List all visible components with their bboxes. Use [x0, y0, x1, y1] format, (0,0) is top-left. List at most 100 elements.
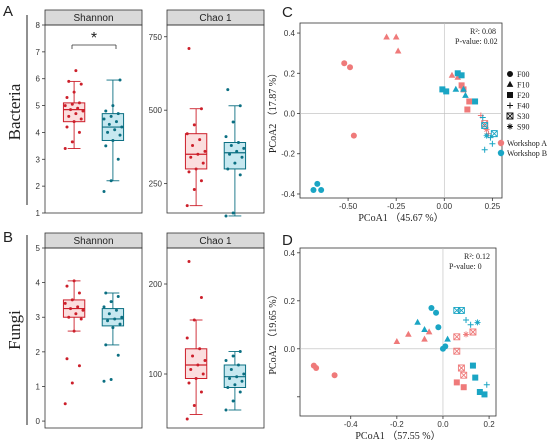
strip-label: Shannon [73, 236, 113, 247]
point-plus [507, 102, 513, 109]
data-point [226, 88, 230, 92]
point-triangle [448, 71, 456, 78]
data-point [238, 390, 242, 394]
point-circle [433, 309, 440, 316]
data-point [118, 133, 122, 137]
data-point [236, 141, 240, 144]
color-legend-label: Workshop B [507, 149, 547, 158]
point-square [466, 98, 473, 105]
y-tick-label: 200 [149, 280, 163, 289]
point-square [464, 106, 471, 113]
data-point [79, 82, 83, 86]
point-triangle [421, 326, 428, 332]
panel-letter-a: A [3, 3, 13, 20]
strip-label: Chao 1 [199, 13, 232, 24]
point-circle [350, 132, 357, 139]
y-tick-label: 0.4 [284, 29, 296, 38]
y-tick-label: 5 [36, 102, 41, 111]
data-point [231, 354, 235, 358]
data-point [201, 372, 205, 376]
data-point [233, 161, 237, 165]
point-triangle [383, 33, 390, 40]
data-point [65, 357, 69, 361]
data-point [231, 399, 235, 403]
data-point [63, 402, 67, 406]
y-tick-label: 500 [149, 106, 163, 115]
data-point [203, 359, 207, 362]
y-tick-label: -0.2 [281, 150, 295, 159]
data-point [109, 179, 113, 183]
panel-b-shannon: Shannon 0 1 2 3 4 5 [36, 232, 143, 429]
y-tick-label: 2 [36, 348, 41, 357]
point-circle [347, 64, 354, 71]
data-point [114, 308, 118, 312]
data-point [191, 354, 195, 358]
x-axis-title: PCoA1 （45.67 %） [358, 212, 443, 224]
data-point [236, 363, 240, 367]
y-tick-label: 4 [36, 279, 41, 288]
data-point [199, 296, 203, 299]
data-point [116, 353, 120, 357]
row-title-bacteria: Bacteria [5, 83, 24, 140]
point-circle [314, 180, 321, 187]
data-point [116, 112, 120, 116]
point-square [454, 70, 461, 77]
data-point [114, 120, 118, 124]
y-tick-label: 7 [36, 48, 41, 57]
data-point [192, 404, 196, 407]
data-point [224, 214, 228, 218]
data-point [224, 135, 228, 139]
data-point [240, 155, 244, 159]
point-triangle [392, 33, 400, 40]
point-triangle [425, 328, 433, 335]
box-iqr [223, 142, 247, 170]
data-point [238, 173, 242, 177]
data-point [65, 125, 69, 129]
y-tick-label: 1 [36, 382, 41, 391]
y-tick-label: 3 [36, 313, 41, 322]
x-tick-label: 0.0 [437, 420, 449, 429]
y-tick-label: 100 [149, 370, 163, 379]
point-square [472, 374, 479, 381]
data-point [229, 143, 233, 147]
y-tick-label: 250 [149, 180, 163, 189]
data-point [203, 149, 207, 153]
data-point [104, 109, 108, 113]
data-point [102, 117, 106, 121]
data-point [192, 188, 196, 191]
data-point [196, 363, 200, 367]
data-point [199, 179, 203, 183]
point-square [458, 72, 465, 79]
data-point [231, 120, 235, 124]
point-star [483, 132, 490, 139]
point-triangle [405, 330, 412, 337]
panel-c-pcoa: -0.50 -0.25 0.00 0.25 -0.4 -0.2 0.0 0.2 0.4 PCoA1… [267, 22, 547, 224]
data-point [113, 128, 117, 132]
data-point [224, 359, 228, 362]
data-point [107, 312, 111, 316]
y-tick-label: 5 [36, 244, 41, 253]
y-tick-label: 0 [36, 417, 41, 426]
data-point [77, 101, 81, 105]
stat-r2: R²: 0.08 [470, 27, 496, 36]
data-point [189, 368, 193, 371]
point-star [463, 331, 470, 338]
point-triangle [444, 335, 451, 342]
color-legend-label: Workshop A [507, 139, 547, 148]
point-circle [507, 71, 513, 77]
point-square [443, 88, 450, 95]
data-point [81, 308, 85, 312]
data-point [199, 390, 203, 394]
y-tick-label: 0.4 [284, 249, 296, 258]
data-point [72, 329, 76, 333]
panel-letter-b: B [3, 229, 13, 246]
data-point [242, 372, 246, 376]
x-tick-label: -0.4 [344, 420, 358, 429]
x-tick-label: 0.00 [436, 202, 452, 211]
data-point [198, 347, 202, 351]
shape-legend-label: F00 [517, 70, 529, 79]
data-point [81, 109, 85, 113]
data-point [77, 291, 81, 295]
data-point [185, 336, 189, 340]
